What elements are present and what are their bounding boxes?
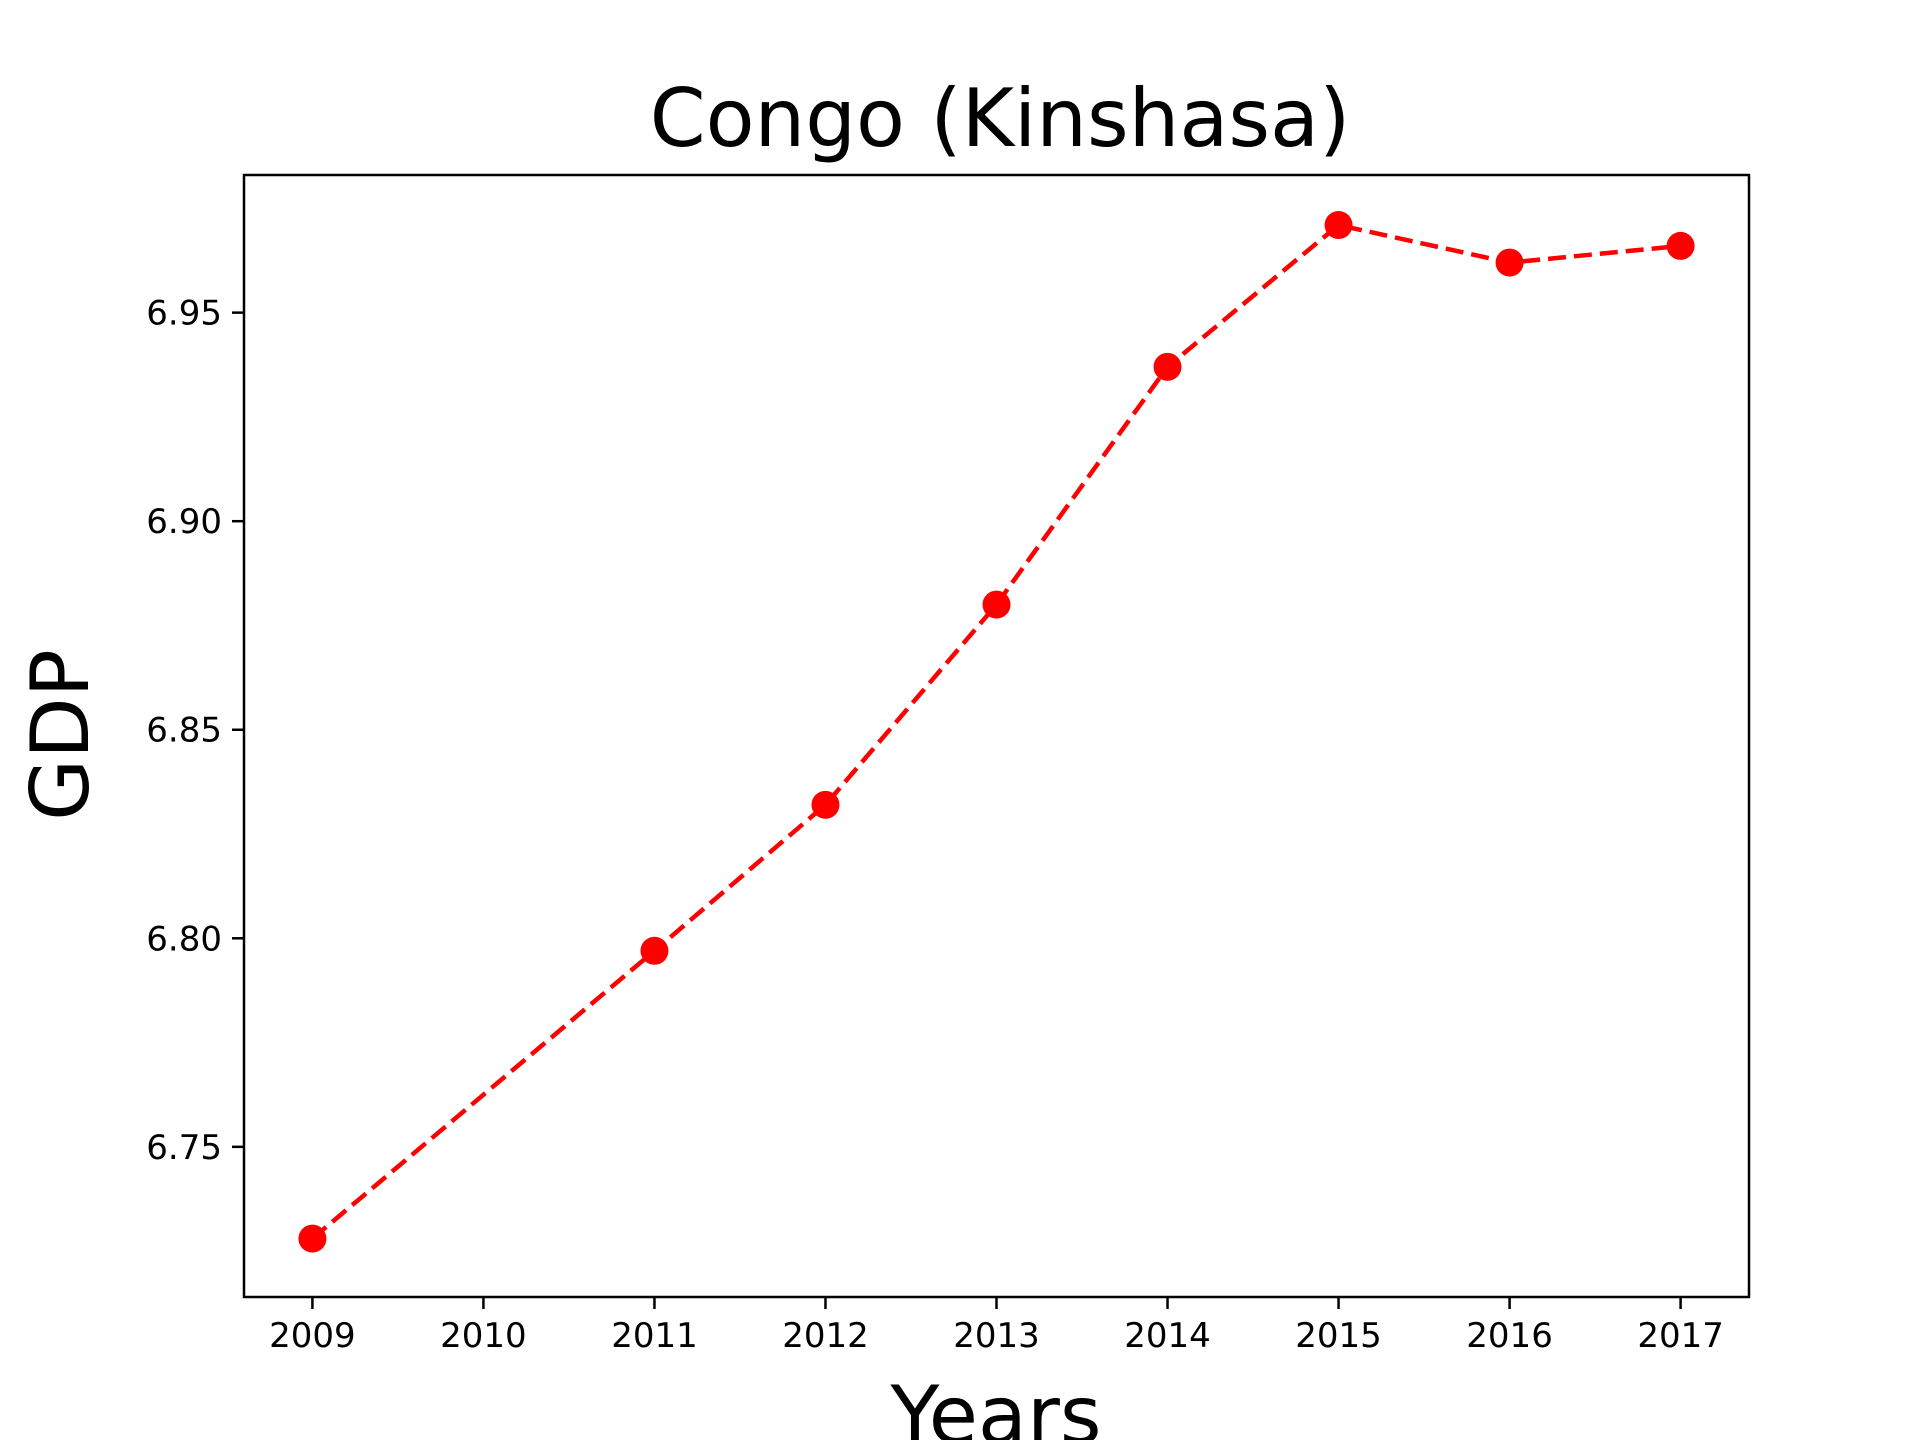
data-point-2009 (298, 1224, 327, 1253)
x-tick-label: 2010 (440, 1316, 527, 1356)
x-tick-label: 2017 (1637, 1316, 1724, 1356)
y-axis-title: GDP (14, 649, 107, 821)
x-tick-label: 2014 (1124, 1316, 1211, 1356)
data-point-2017 (1666, 231, 1695, 260)
y-tick-label: 6.90 (146, 502, 222, 542)
data-point-2011 (640, 936, 669, 965)
x-tick-label: 2013 (953, 1316, 1040, 1356)
y-tick-label: 6.75 (146, 1128, 222, 1168)
data-point-2014 (1153, 352, 1182, 381)
x-tick-label: 2009 (269, 1316, 356, 1356)
series-group (298, 211, 1695, 1253)
plot-frame (242, 173, 1751, 1299)
y-axis: 6.75 6.80 6.85 6.90 6.95 (146, 294, 244, 1168)
x-axis: 2009 2010 2011 2012 2013 2014 2015 2016 2017 (269, 1297, 1724, 1356)
plot-area: 2009 2010 2011 2012 2013 2014 2015 2016 2017 6.7… (146, 173, 1751, 1356)
data-point-2016 (1495, 248, 1524, 277)
x-tick-label: 2011 (611, 1316, 698, 1356)
chart-title: Congo (Kinshasa) (650, 72, 1351, 165)
data-point-2012 (811, 790, 840, 819)
y-tick-label: 6.80 (146, 919, 222, 959)
y-tick-label: 6.95 (146, 294, 222, 334)
data-point-2013 (982, 590, 1011, 619)
x-axis-title: Years (889, 1369, 1101, 1440)
y-tick-label: 6.85 (146, 711, 222, 751)
x-tick-label: 2015 (1295, 1316, 1382, 1356)
x-tick-label: 2012 (782, 1316, 869, 1356)
series-line (310, 222, 1681, 1241)
data-point-2015 (1324, 211, 1353, 240)
x-tick-label: 2016 (1466, 1316, 1553, 1356)
